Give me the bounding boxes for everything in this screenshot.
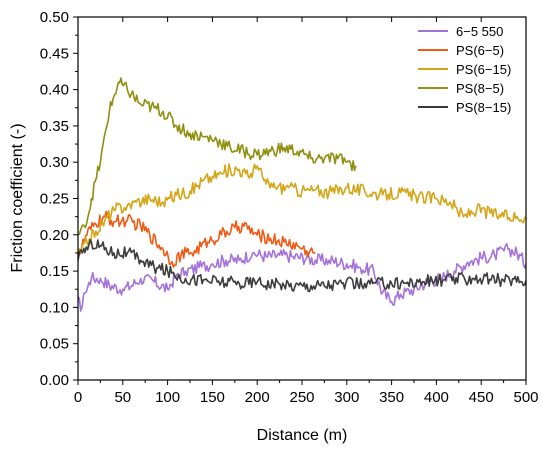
legend-label-5: PS(8−15): [456, 100, 511, 115]
x-tick-label: 200: [245, 389, 270, 406]
x-tick-label: 350: [379, 389, 404, 406]
legend-label-2: PS(6−5): [456, 43, 504, 58]
series-line-3: [77, 163, 527, 257]
series-line-5: [77, 238, 527, 293]
x-tick-label: 500: [513, 389, 538, 406]
y-tick-label: 0.35: [40, 118, 69, 135]
x-tick-label: 150: [200, 389, 225, 406]
y-tick-label: 0.25: [40, 191, 69, 208]
legend: 6−5 550 PS(6−5) PS(6−15) PS(8−5) PS(8−15): [418, 24, 511, 115]
axes: 0 50 100 150 200 250 300 350 400 450 500 0.00 0.05 0.…: [40, 9, 539, 406]
x-tick-label: 0: [74, 389, 82, 406]
x-tick-label: 50: [114, 389, 131, 406]
series-line-4: [77, 77, 357, 236]
x-tick-label: 250: [289, 389, 314, 406]
x-tick-label: 450: [469, 389, 494, 406]
x-tick-label: 400: [424, 389, 449, 406]
y-axis-title: Friction coefficient (-): [9, 123, 26, 272]
x-tick-label: 300: [334, 389, 359, 406]
y-tick-label: 0.45: [40, 45, 69, 62]
legend-label-1: 6−5 550: [456, 24, 503, 39]
y-tick-label: 0.30: [40, 154, 69, 171]
y-tick-label: 0.20: [40, 227, 69, 244]
legend-label-4: PS(8−5): [456, 81, 504, 96]
y-tick-label: 0.50: [40, 9, 69, 26]
y-tick-label: 0.40: [40, 82, 69, 99]
y-tick-label: 0.10: [40, 299, 69, 316]
x-tick-label: 100: [155, 389, 180, 406]
y-tick-label: 0.00: [40, 372, 69, 389]
series-line-2: [77, 210, 316, 268]
y-tick-label: 0.05: [40, 336, 69, 353]
x-axis-title: Distance (m): [257, 427, 348, 444]
y-tick-label: 0.15: [40, 263, 69, 280]
legend-label-3: PS(6−15): [456, 62, 511, 77]
plot-area: [77, 77, 527, 312]
